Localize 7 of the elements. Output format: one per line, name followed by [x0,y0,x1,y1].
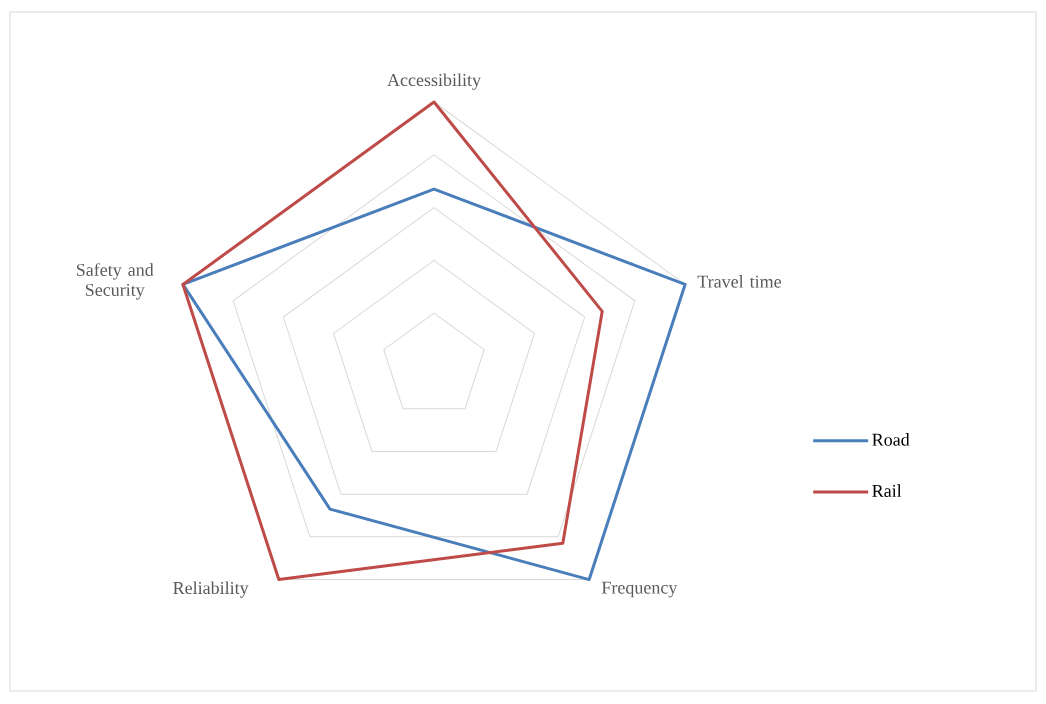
spoke-label: Safety and Security [76,263,154,300]
spoke-label: Reliability [173,581,249,598]
spoke-label: Travel time [697,275,782,288]
legend-label: Road [872,433,910,446]
spoke-label: Frequency [601,581,678,598]
legend-label: Rail [872,484,902,497]
spoke-label: Accessibility [387,73,481,90]
